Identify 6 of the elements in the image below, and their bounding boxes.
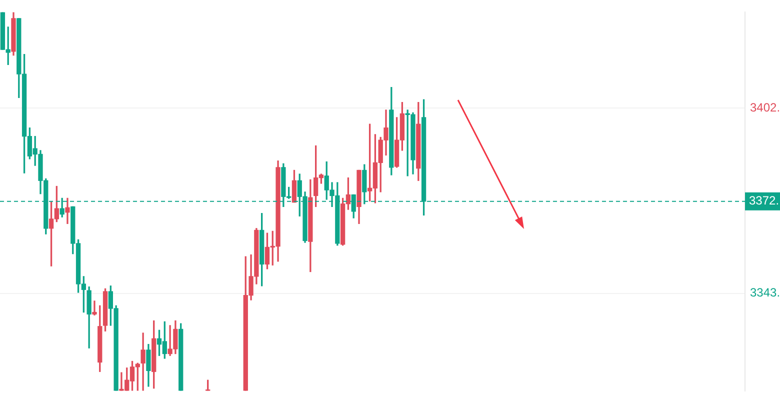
candlestick [92, 300, 97, 316]
candlestick [140, 332, 146, 391]
candlestick [65, 198, 70, 224]
y-tick-label: 3402. [750, 100, 780, 114]
y-tick-label: 3343. [750, 286, 780, 300]
ref-line-label: 3372. [749, 194, 780, 208]
